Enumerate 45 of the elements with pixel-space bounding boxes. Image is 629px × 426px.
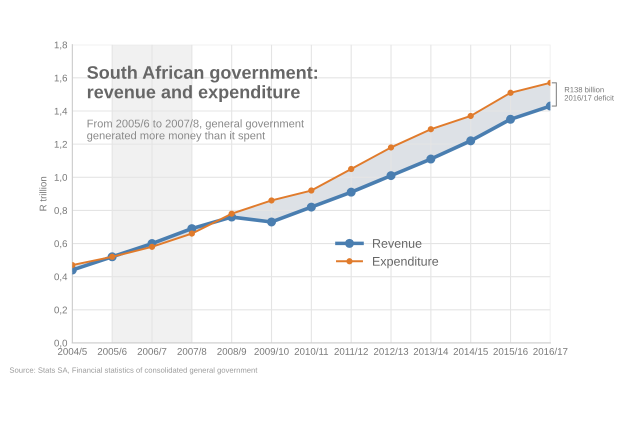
point [306, 202, 316, 212]
point [466, 136, 476, 146]
point [188, 230, 195, 237]
point [308, 187, 314, 194]
x-tick-label: 2015/16 [493, 348, 528, 355]
x-tick-label: 2010/11 [294, 348, 328, 355]
y-tick-label: 1,4 [54, 108, 68, 116]
x-tick-label: 2011/12 [334, 348, 368, 355]
y-axis-title: R trillion [39, 176, 46, 211]
point [348, 166, 354, 172]
x-tick-label: 2013/14 [414, 348, 448, 355]
point [268, 197, 275, 204]
point [346, 188, 356, 197]
y-tick-label: 1,6 [54, 74, 68, 83]
text: From 2005/6 to 2007/8, general government generated more money than it spent [87, 119, 304, 142]
legend-label: Revenue [373, 239, 422, 248]
y-tick-label: 0,2 [54, 306, 67, 315]
y-tick-label: 1,2 [54, 140, 67, 149]
y-tick-label: 1,8 [54, 41, 68, 50]
y-tick-label: 0,0 [54, 340, 68, 348]
point [388, 144, 394, 151]
x-tick-label: 2008/9 [217, 348, 246, 355]
y-tick-label: 0,6 [54, 240, 68, 248]
point [386, 171, 396, 180]
x-tick-label: 2004/5 [58, 348, 87, 355]
point [506, 114, 516, 124]
y-tick-label: 1,0 [54, 174, 68, 182]
point [148, 244, 156, 250]
x-tick-label: 2006/7 [138, 348, 166, 355]
text: South African government: revenue and expenditure [87, 66, 317, 102]
y-tick-label: 0,4 [54, 273, 68, 282]
point [426, 154, 436, 164]
y-tick-label: 0,8 [54, 207, 68, 216]
legend-label: Expenditure [373, 256, 438, 268]
x-tick-label: 2009/10 [254, 348, 289, 355]
point [428, 126, 434, 132]
x-tick-label: 2007/8 [177, 348, 206, 355]
x-tick-label: 2014/15 [454, 348, 488, 355]
point [507, 90, 514, 96]
point [468, 112, 474, 120]
x-tick-label: 2016/17 [533, 348, 568, 355]
point [267, 217, 276, 227]
x-tick-label: 2005/6 [98, 348, 127, 355]
point [228, 210, 235, 217]
x-tick-label: 2012/13 [374, 348, 408, 355]
